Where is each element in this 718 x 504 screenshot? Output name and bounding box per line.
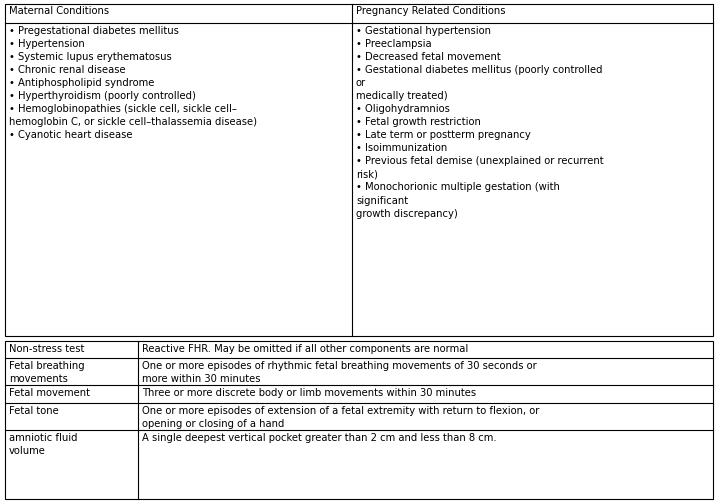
Text: Three or more discrete body or limb movements within 30 minutes: Three or more discrete body or limb move…	[142, 388, 476, 398]
Text: Non-stress test: Non-stress test	[9, 344, 85, 354]
Text: • Gestational hypertension
• Preeclampsia
• Decreased fetal movement
• Gestation: • Gestational hypertension • Preeclampsi…	[356, 26, 604, 219]
Text: Pregnancy Related Conditions: Pregnancy Related Conditions	[356, 6, 505, 16]
Text: One or more episodes of extension of a fetal extremity with return to flexion, o: One or more episodes of extension of a f…	[142, 406, 539, 429]
Text: Maternal Conditions: Maternal Conditions	[9, 6, 109, 16]
Text: amniotic fluid
volume: amniotic fluid volume	[9, 433, 78, 456]
Bar	[5, 341, 713, 499]
Text: One or more episodes of rhythmic fetal breathing movements of 30 seconds or
more: One or more episodes of rhythmic fetal b…	[142, 361, 537, 384]
Bar	[5, 4, 713, 336]
Text: Fetal breathing
movements: Fetal breathing movements	[9, 361, 85, 384]
Text: Reactive FHR. May be omitted if all other components are normal: Reactive FHR. May be omitted if all othe…	[142, 344, 468, 354]
Text: Fetal movement: Fetal movement	[9, 388, 90, 398]
Text: Fetal tone: Fetal tone	[9, 406, 59, 416]
Text: A single deepest vertical pocket greater than 2 cm and less than 8 cm.: A single deepest vertical pocket greater…	[142, 433, 497, 443]
Text: • Pregestational diabetes mellitus
• Hypertension
• Systemic lupus erythematosus: • Pregestational diabetes mellitus • Hyp…	[9, 26, 257, 140]
